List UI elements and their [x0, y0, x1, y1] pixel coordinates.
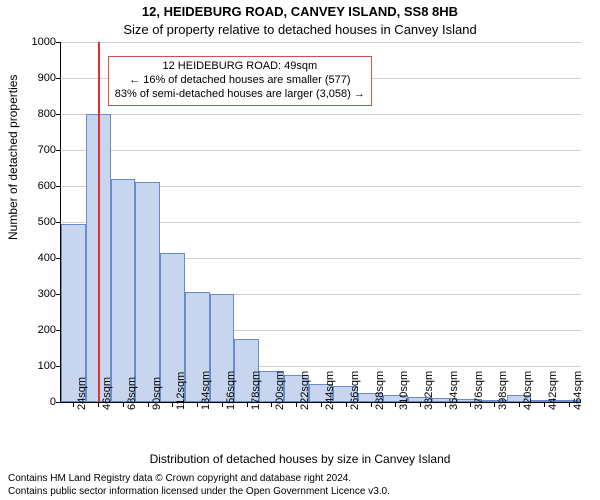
y-tick-label: 200: [10, 324, 56, 336]
gridline: [61, 42, 581, 43]
x-tick-label: 442sqm: [547, 371, 559, 410]
x-tick-label: 310sqm: [398, 371, 410, 410]
x-axis-label: Distribution of detached houses by size …: [0, 452, 600, 466]
x-tick-label: 46sqm: [101, 377, 113, 410]
y-tick-label: 400: [10, 252, 56, 264]
annotation-line-3: 83% of semi-detached houses are larger (…: [115, 88, 365, 102]
chart-title-address: 12, HEIDEBURG ROAD, CANVEY ISLAND, SS8 8…: [0, 4, 600, 19]
x-tick-label: 288sqm: [374, 371, 386, 410]
histogram-bar: [135, 182, 160, 402]
x-tick-label: 68sqm: [126, 377, 138, 410]
chart-subtitle: Size of property relative to detached ho…: [0, 22, 600, 37]
x-tick-label: 376sqm: [473, 371, 485, 410]
x-tick-label: 112sqm: [175, 372, 187, 410]
x-tick-label: 24sqm: [76, 377, 88, 410]
x-tick-label: 178sqm: [250, 371, 262, 410]
x-tick-label: 398sqm: [497, 371, 509, 410]
x-tick-label: 420sqm: [522, 371, 534, 410]
x-tick-label: 134sqm: [200, 371, 212, 410]
x-tick-label: 464sqm: [572, 371, 584, 410]
x-tick-label: 156sqm: [225, 371, 237, 410]
x-tick-label: 354sqm: [448, 371, 460, 410]
footer-copyright-1: Contains HM Land Registry data © Crown c…: [8, 473, 351, 484]
y-tick-label: 100: [10, 360, 56, 372]
y-tick-label: 0: [10, 396, 56, 408]
y-tick-label: 500: [10, 216, 56, 228]
x-tick-label: 200sqm: [274, 371, 286, 410]
gridline: [61, 114, 581, 115]
y-tick-label: 600: [10, 180, 56, 192]
y-tick-label: 1000: [10, 36, 56, 48]
y-tick-label: 700: [10, 144, 56, 156]
histogram-bar: [111, 179, 136, 402]
y-tick-label: 900: [10, 72, 56, 84]
plot-area: 12 HEIDEBURG ROAD: 49sqm← 16% of detache…: [60, 42, 581, 403]
x-tick-label: 332sqm: [423, 371, 435, 410]
annotation-box: 12 HEIDEBURG ROAD: 49sqm← 16% of detache…: [108, 56, 372, 105]
x-tick-label: 90sqm: [151, 377, 163, 410]
y-tick-label: 800: [10, 108, 56, 120]
y-tick-label: 300: [10, 288, 56, 300]
annotation-line-1: 12 HEIDEBURG ROAD: 49sqm: [115, 60, 365, 74]
x-tick-label: 222sqm: [299, 371, 311, 410]
gridline: [61, 150, 581, 151]
annotation-line-2: ← 16% of detached houses are smaller (57…: [115, 74, 365, 88]
property-marker-line: [98, 42, 100, 402]
chart-container: { "title_line1": "12, HEIDEBURG ROAD, CA…: [0, 0, 600, 500]
footer-copyright-2: Contains public sector information licen…: [8, 486, 390, 497]
x-tick-label: 266sqm: [349, 371, 361, 410]
x-tick-label: 244sqm: [324, 371, 336, 410]
histogram-bar: [61, 224, 86, 402]
